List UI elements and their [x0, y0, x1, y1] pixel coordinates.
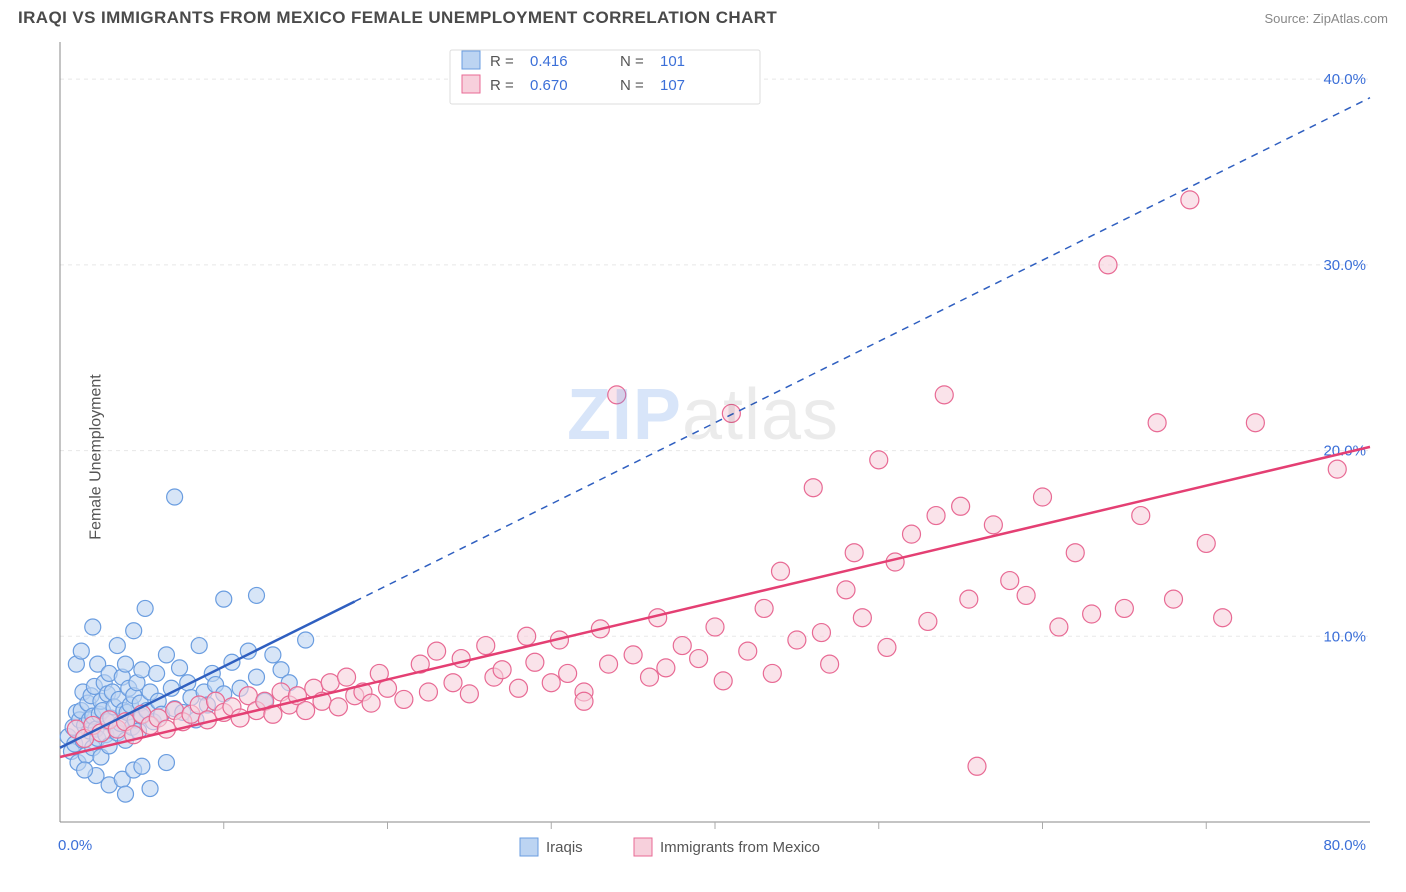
- svg-text:40.0%: 40.0%: [1323, 71, 1366, 88]
- svg-text:0.0%: 0.0%: [58, 837, 92, 854]
- svg-text:30.0%: 30.0%: [1323, 257, 1366, 274]
- svg-text:101: 101: [660, 53, 685, 70]
- y-axis-label: Female Unemployment: [88, 374, 106, 539]
- chart-title: IRAQI VS IMMIGRANTS FROM MEXICO FEMALE U…: [18, 8, 777, 28]
- svg-text:80.0%: 80.0%: [1323, 837, 1366, 854]
- svg-text:0.416: 0.416: [530, 53, 568, 70]
- svg-text:Iraqis: Iraqis: [546, 839, 583, 856]
- svg-text:R =: R =: [490, 53, 514, 70]
- svg-text:N =: N =: [620, 53, 644, 70]
- source-attribution: Source: ZipAtlas.com: [1264, 11, 1388, 26]
- svg-text:R =: R =: [490, 77, 514, 94]
- svg-text:Immigrants from Mexico: Immigrants from Mexico: [660, 839, 820, 856]
- svg-text:N =: N =: [620, 77, 644, 94]
- scatter-chart: 10.0%20.0%30.0%40.0%0.0%80.0%R =0.416N =…: [0, 32, 1406, 882]
- svg-text:107: 107: [660, 77, 685, 94]
- series-mexico: [67, 191, 1346, 775]
- svg-text:0.670: 0.670: [530, 77, 568, 94]
- svg-text:10.0%: 10.0%: [1323, 628, 1366, 645]
